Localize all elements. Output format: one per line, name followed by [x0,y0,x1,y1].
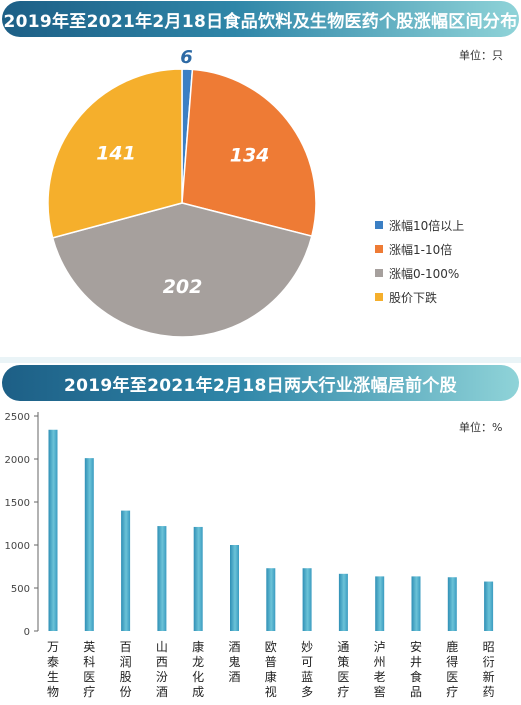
legend-swatch [375,269,383,277]
x-category-label: 昭衍新药 [482,640,495,699]
legend-swatch [375,221,383,229]
legend-swatch [375,293,383,301]
legend-label: 涨幅0-100% [389,266,460,281]
legend-item: 涨幅0-100% [375,261,464,285]
legend-label: 股价下跌 [389,290,438,305]
bar-chart-title: 2019年至2021年2月18日两大行业涨幅居前个股 [2,365,519,401]
x-category-label: 泸州老窖 [373,640,386,699]
pie-panel: 2019年至2021年2月18日食品饮料及生物医药个股涨幅区间分布 单位：只 6… [2,1,519,338]
x-category-label: 鹿得医疗 [446,640,459,699]
panel-divider [0,357,521,363]
x-category-label: 酒鬼酒 [228,640,241,684]
x-category-label: 通策医疗 [337,640,350,699]
bar-panel: 2019年至2021年2月18日两大行业涨幅居前个股 单位：% [0,363,521,705]
legend-item: 股价下跌 [375,285,464,309]
legend-item: 涨幅10倍以上 [375,213,464,237]
pie-chart: 6 134 202 141 [47,47,317,338]
pie-slice [181,68,317,238]
pie-legend: 涨幅10倍以上 涨幅1-10倍 涨幅0-100% 股价下跌 [375,213,464,309]
x-category-label: 康龙化成 [192,640,205,699]
legend-label: 涨幅10倍以上 [389,218,465,233]
x-category-label: 欧普康视 [264,640,277,699]
bar-unit-label: 单位：% [459,421,503,434]
pie-slice [51,202,313,338]
pie-chart-title: 2019年至2021年2月18日食品饮料及生物医药个股涨幅区间分布 [2,1,519,37]
pie-value-label: 6 [180,47,193,68]
pie-value-label: 134 [230,145,270,167]
legend-item: 涨幅1-10倍 [375,237,464,261]
pie-value-label: 141 [96,142,136,164]
x-category-label: 万泰生物 [46,640,59,699]
pie-slice [47,68,183,239]
x-category-label: 山西汾酒 [155,640,168,699]
x-category-label: 安井食品 [409,640,422,699]
pie-value-label: 202 [163,276,203,298]
x-category-label: 妙可蓝多 [301,640,314,699]
pie-unit-label: 单位：只 [459,49,503,62]
x-category-label: 英科医疗 [83,640,96,699]
legend-label: 涨幅1-10倍 [389,242,453,257]
legend-swatch [375,245,383,253]
x-category-label: 百润股份 [119,640,132,699]
